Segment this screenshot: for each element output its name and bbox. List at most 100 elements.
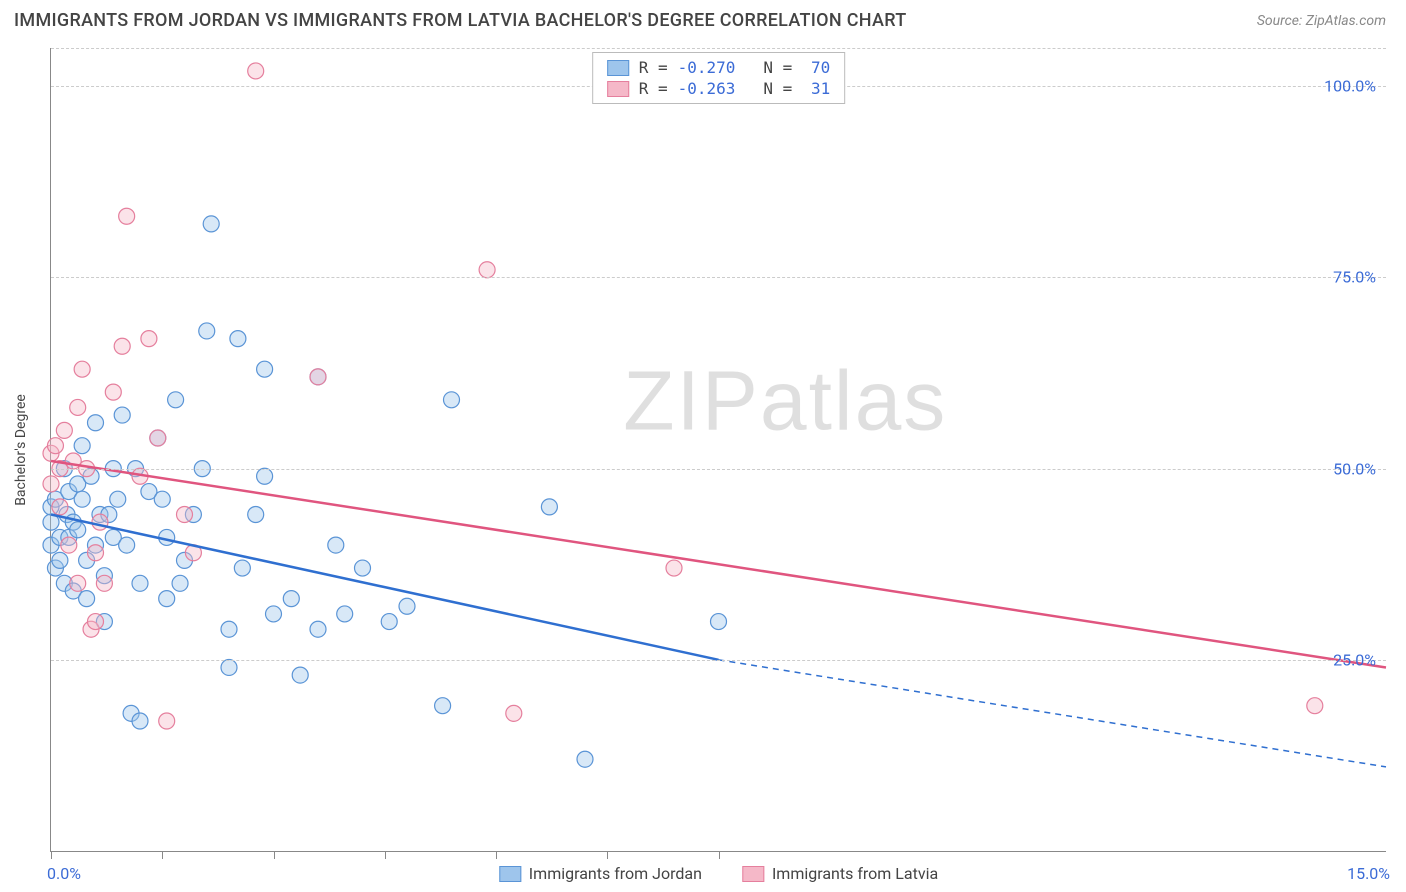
data-point [79,591,95,607]
x-tick [607,851,608,859]
legend-item: Immigrants from Jordan [499,864,702,883]
data-point [399,598,415,614]
data-point [159,591,175,607]
data-point [88,545,104,561]
y-tick-label: 75.0% [1333,268,1376,287]
data-point [96,575,112,591]
r-label: R = [639,58,668,77]
data-point [266,606,282,622]
x-tick [162,851,163,859]
data-point [114,407,130,423]
x-min-label: 0.0% [47,864,81,883]
data-point [105,384,121,400]
data-point [310,621,326,637]
data-point [119,208,135,224]
data-point [114,338,130,354]
data-point [177,507,193,523]
data-point [150,430,166,446]
n-label: N = [763,79,792,98]
legend-swatch [499,866,521,882]
data-point [119,537,135,553]
data-point [435,698,451,714]
data-point [355,560,371,576]
data-point [711,614,727,630]
trend-line [51,515,719,660]
legend-stats-row: R = -0.263 N = 31 [607,78,831,99]
legend-label: Immigrants from Latvia [772,864,938,883]
r-value: -0.270 [678,58,736,77]
data-point [70,522,86,538]
data-point [132,575,148,591]
data-point [203,216,219,232]
data-point [221,659,237,675]
data-point [541,499,557,515]
data-point [234,560,250,576]
data-point [257,468,273,484]
data-point [168,392,184,408]
data-point [43,476,59,492]
x-tick [51,851,52,859]
data-point [61,537,77,553]
gridline [51,277,1386,278]
data-point [159,713,175,729]
data-point [292,667,308,683]
y-axis-label: Bachelor's Degree [13,394,29,506]
n-value: 70 [802,58,830,77]
data-point [172,575,188,591]
data-point [141,331,157,347]
y-tick-label: 100.0% [1324,77,1376,96]
data-point [70,575,86,591]
data-point [381,614,397,630]
chart-area: Bachelor's Degree ZIPatlas R =-0.270N =7… [50,48,1386,852]
data-point [221,621,237,637]
trend-line [51,461,1386,667]
r-label: R = [639,79,668,98]
trend-line-dashed [719,660,1387,767]
data-point [154,491,170,507]
data-point [74,491,90,507]
legend-bottom: Immigrants from Jordan Immigrants from La… [499,864,938,883]
plot-region: Bachelor's Degree ZIPatlas R =-0.270N =7… [50,48,1386,852]
legend-swatch [607,81,629,97]
data-point [132,713,148,729]
data-point [74,438,90,454]
gridline [51,48,1386,49]
n-value: 31 [802,79,830,98]
x-tick [496,851,497,859]
data-point [479,262,495,278]
data-point [56,422,72,438]
gridline [51,469,1386,470]
data-point [310,369,326,385]
data-point [74,361,90,377]
data-point [52,552,68,568]
source-label: Source: ZipAtlas.com [1257,13,1386,29]
data-point [666,560,682,576]
data-point [92,514,108,530]
data-point [88,415,104,431]
data-point [283,591,299,607]
data-point [230,331,246,347]
data-point [248,507,264,523]
legend-swatch [742,866,764,882]
legend-stats-row: R = -0.270 N = 70 [607,57,831,78]
x-tick [274,851,275,859]
data-point [328,537,344,553]
y-tick-label: 50.0% [1333,459,1376,478]
x-tick [385,851,386,859]
n-label: N = [763,58,792,77]
legend-label: Immigrants from Jordan [529,864,702,883]
data-point [47,438,63,454]
legend-stats-box: R = -0.270 N = 70 R = -0.263 N = 31 [592,52,846,104]
r-value: -0.263 [678,79,736,98]
y-tick-label: 25.0% [1333,650,1376,669]
data-point [199,323,215,339]
data-point [577,751,593,767]
data-point [1307,698,1323,714]
data-point [506,705,522,721]
data-point [88,614,104,630]
gridline [51,660,1386,661]
legend-item: Immigrants from Latvia [742,864,938,883]
data-point [257,361,273,377]
data-point [444,392,460,408]
data-point [248,63,264,79]
